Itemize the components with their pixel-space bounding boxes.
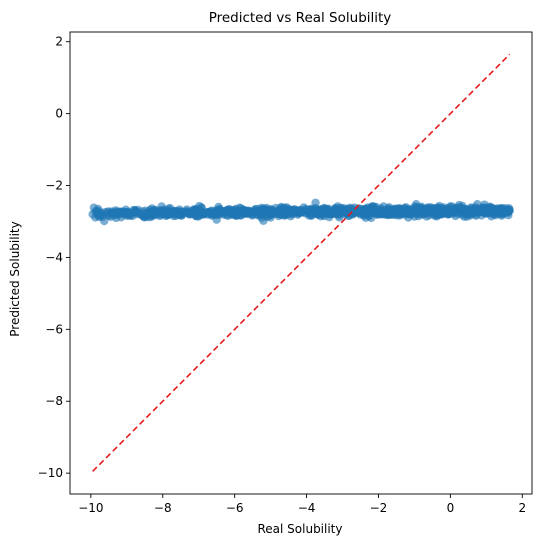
identity-line <box>92 53 511 472</box>
scatter-point <box>200 209 209 219</box>
scatter-point <box>111 213 121 223</box>
scatter-point <box>311 198 320 207</box>
scatter-point <box>165 209 174 218</box>
x-tick-label: 0 <box>447 501 455 515</box>
scatter-point <box>505 206 514 215</box>
scatter-point <box>221 207 230 216</box>
y-axis-label: Predicted Solubility <box>8 221 22 336</box>
scatter-point <box>487 204 496 213</box>
scatter-point <box>297 207 307 217</box>
y-tick-label: −4 <box>45 250 63 264</box>
scatter-point <box>119 208 128 217</box>
scatter-point <box>104 208 113 217</box>
scatter-point <box>212 206 221 216</box>
scatter-point <box>266 206 276 215</box>
scatter-point <box>366 209 376 218</box>
scatter-point <box>348 208 357 217</box>
x-tick-label: −10 <box>78 501 103 515</box>
scatter-point <box>322 205 331 214</box>
scatter-point <box>155 206 164 215</box>
scatter-point <box>310 205 319 214</box>
scatter-point <box>259 216 268 225</box>
x-tick-label: 2 <box>518 501 526 515</box>
scatter-point <box>179 209 188 218</box>
scatter-point <box>248 210 257 219</box>
x-tick-label: −2 <box>370 501 388 515</box>
scatter-point <box>241 208 250 218</box>
plot-frame <box>69 31 533 495</box>
scatter-point <box>228 207 238 217</box>
x-tick-label: −6 <box>226 501 244 515</box>
scatter-point <box>496 204 506 213</box>
y-tick-label: −8 <box>45 394 63 408</box>
scatter-point <box>413 209 422 219</box>
scatter-point <box>406 210 416 219</box>
x-tick-label: −8 <box>154 501 172 515</box>
scatter-point <box>138 207 147 216</box>
x-axis-label: Real Solubility <box>257 522 342 536</box>
scatter-point <box>338 205 347 215</box>
y-tick-label: −6 <box>45 322 63 336</box>
scatter-point <box>412 200 421 209</box>
scatter-point <box>367 202 376 212</box>
scatter-points <box>88 198 514 226</box>
scatter-point <box>394 204 404 214</box>
scatter-point <box>479 204 488 213</box>
y-tick-label: 0 <box>55 107 63 121</box>
y-tick-label: −2 <box>45 179 63 193</box>
scatter-point <box>287 208 297 217</box>
scatter-point <box>280 208 290 217</box>
scatter-point <box>473 200 482 209</box>
scatter-point <box>433 204 442 214</box>
y-axis-ticks: −10 −8 −6 −4 −2 0 2 <box>38 35 70 480</box>
scatter-point <box>331 208 341 217</box>
x-axis-ticks: −10 −8 −6 −4 −2 0 2 <box>78 494 526 515</box>
x-tick-label: −4 <box>298 501 316 515</box>
identity-line-path <box>92 53 511 472</box>
scatter-point <box>386 210 396 219</box>
scatter-point <box>88 210 97 219</box>
chart-title: Predicted vs Real Solubility <box>209 10 392 26</box>
scatter-point <box>446 202 455 211</box>
scatter-point <box>171 211 181 220</box>
scatter-point <box>191 208 200 217</box>
y-tick-label: 2 <box>55 35 63 49</box>
y-tick-label: −10 <box>38 466 63 480</box>
scatter-point <box>212 215 221 224</box>
scatter-point <box>468 206 477 215</box>
